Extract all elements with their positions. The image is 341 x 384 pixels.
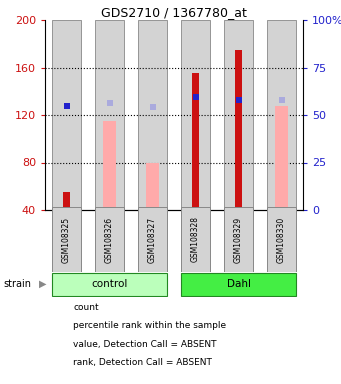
Text: percentile rank within the sample: percentile rank within the sample xyxy=(73,321,226,331)
Bar xyxy=(95,207,124,272)
Bar xyxy=(52,207,81,272)
Bar xyxy=(235,50,242,210)
Bar xyxy=(95,20,124,210)
Text: GSM108327: GSM108327 xyxy=(148,217,157,263)
Bar xyxy=(103,121,116,210)
Text: GSM108328: GSM108328 xyxy=(191,217,200,263)
Text: GSM108326: GSM108326 xyxy=(105,217,114,263)
Bar xyxy=(63,192,70,210)
Bar xyxy=(224,207,253,272)
Bar xyxy=(267,20,296,210)
Bar xyxy=(224,20,253,210)
Bar xyxy=(192,73,199,210)
Bar xyxy=(138,207,167,272)
Bar xyxy=(181,273,296,296)
Text: Dahl: Dahl xyxy=(226,279,251,289)
Text: GSM108325: GSM108325 xyxy=(62,217,71,263)
Bar xyxy=(52,273,167,296)
Text: value, Detection Call = ABSENT: value, Detection Call = ABSENT xyxy=(73,339,217,349)
Bar xyxy=(267,207,296,272)
Text: count: count xyxy=(73,303,99,313)
Bar xyxy=(138,20,167,210)
Text: control: control xyxy=(91,279,128,289)
Text: GSM108329: GSM108329 xyxy=(234,217,243,263)
Text: GSM108330: GSM108330 xyxy=(277,216,286,263)
Bar xyxy=(181,20,210,210)
Text: ▶: ▶ xyxy=(39,279,47,289)
Bar xyxy=(275,106,288,210)
Title: GDS2710 / 1367780_at: GDS2710 / 1367780_at xyxy=(101,6,247,19)
Bar xyxy=(146,162,159,210)
Text: strain: strain xyxy=(3,279,31,289)
Bar xyxy=(181,207,210,272)
Bar xyxy=(52,20,81,210)
Text: rank, Detection Call = ABSENT: rank, Detection Call = ABSENT xyxy=(73,358,212,366)
